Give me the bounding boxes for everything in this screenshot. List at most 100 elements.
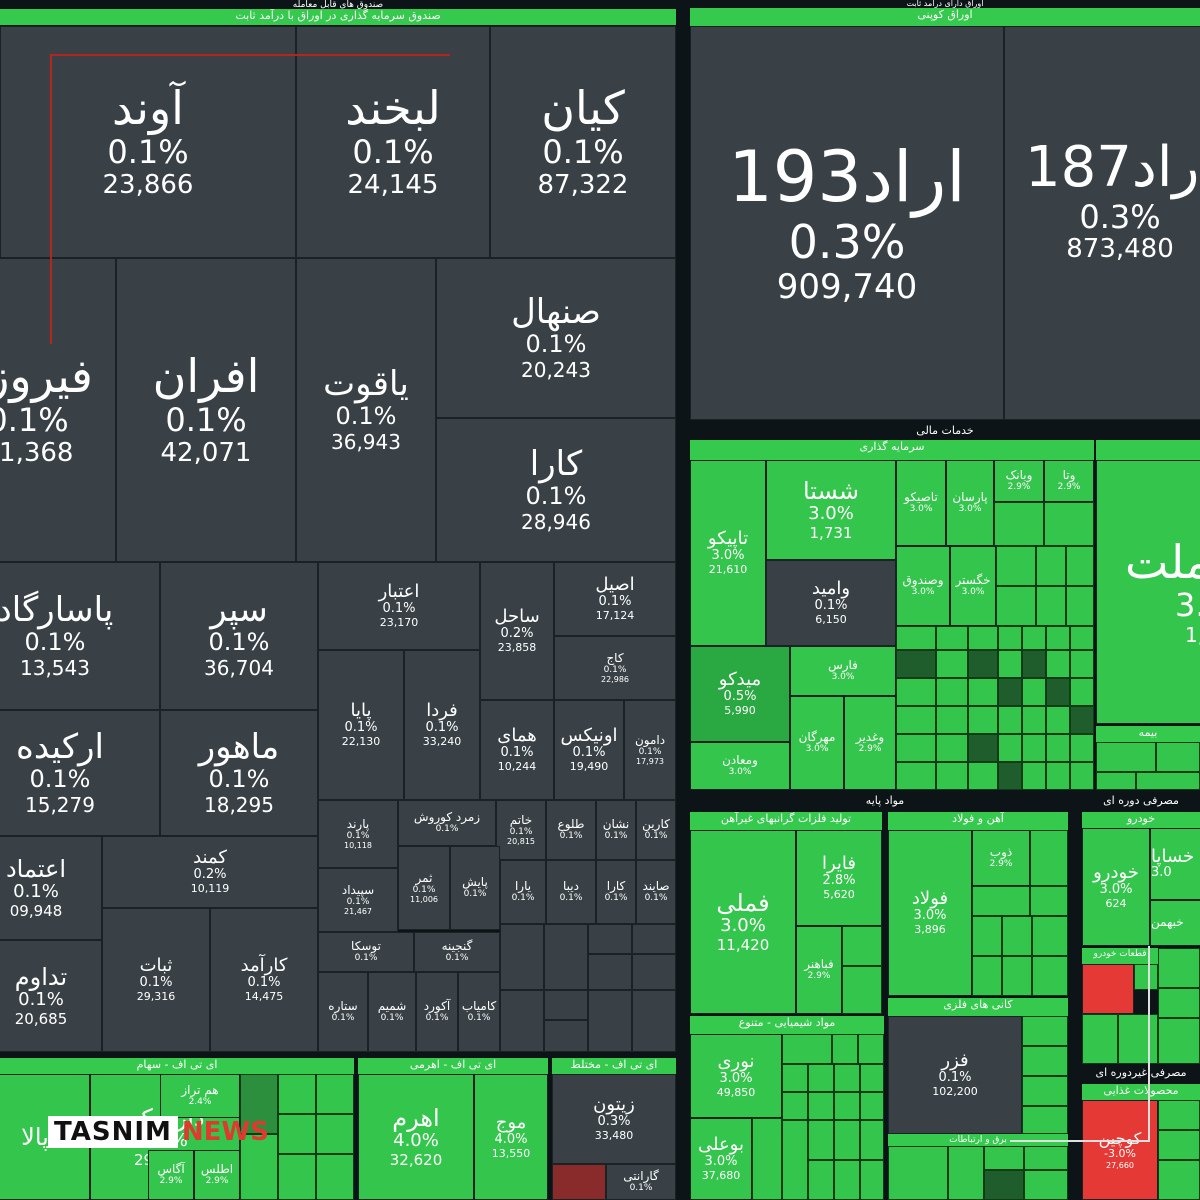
tile-khgostar[interactable]: خگستر 3.0% xyxy=(950,546,996,626)
tile-small[interactable] xyxy=(316,1154,354,1200)
tile-small[interactable] xyxy=(936,650,968,678)
tile-small[interactable] xyxy=(998,650,1022,678)
tile-small[interactable] xyxy=(896,626,936,650)
tile-karaa[interactable]: کارا 0.1% xyxy=(596,860,636,924)
tile-small[interactable] xyxy=(896,706,936,734)
tile-zeitoon[interactable]: زیتون 0.3% 33,480 xyxy=(552,1074,676,1164)
tile-small[interactable] xyxy=(1030,886,1068,916)
tile-small[interactable] xyxy=(1046,706,1070,734)
tile-small[interactable] xyxy=(1044,502,1094,546)
tile-small[interactable] xyxy=(1022,762,1046,790)
tile-small[interactable] xyxy=(1156,742,1200,772)
etf-mixed-header[interactable]: ای تی اف - مختلط xyxy=(552,1058,676,1074)
etf-leveraged-header[interactable]: ای تی اف - اهرمی xyxy=(358,1058,548,1074)
tile-pala[interactable]: پالا xyxy=(0,1074,90,1200)
tile-small[interactable] xyxy=(588,954,632,990)
tile-small[interactable] xyxy=(968,706,998,734)
tile-small[interactable] xyxy=(860,1160,884,1200)
tile-small[interactable] xyxy=(896,762,936,790)
tile-small[interactable] xyxy=(996,586,1036,626)
tile-small[interactable] xyxy=(996,546,1036,586)
tile-parsan[interactable]: پارسان 3.0% xyxy=(946,460,994,546)
tile-neshan[interactable]: نشان 0.1% xyxy=(596,800,636,860)
tile-pasargad[interactable]: پاسارگاد 0.1% 13,543 xyxy=(0,562,160,710)
tile-small[interactable] xyxy=(808,1092,834,1120)
tile-small[interactable] xyxy=(972,956,1002,996)
tile-small[interactable] xyxy=(1024,1170,1068,1200)
tile-zob[interactable]: ذوب 2.9% xyxy=(972,830,1030,886)
tile-small[interactable] xyxy=(998,678,1022,706)
tile-etebar[interactable]: اعتبار 0.1% 23,170 xyxy=(318,562,480,650)
tile-hamtaraz[interactable]: هم تراز 2.4% xyxy=(160,1074,240,1118)
electronics-header[interactable]: برق و ارتباطات xyxy=(888,1134,1068,1146)
tile-small[interactable] xyxy=(860,1064,884,1092)
tile-small[interactable] xyxy=(316,1114,354,1154)
tile-small[interactable] xyxy=(1066,546,1094,586)
tile-small[interactable] xyxy=(968,626,998,650)
tile-small[interactable] xyxy=(1046,650,1070,678)
tile-small[interactable] xyxy=(278,1074,316,1114)
etf-equity-header[interactable]: ای تی اف - سهام xyxy=(0,1058,354,1074)
tile-samar[interactable]: ثمر 0.1% 11,006 xyxy=(398,846,450,930)
tile-small[interactable] xyxy=(998,762,1022,790)
tile-small[interactable] xyxy=(1030,830,1068,886)
tile-small[interactable] xyxy=(1082,1014,1118,1064)
tile-small[interactable] xyxy=(936,678,968,706)
tile-small[interactable] xyxy=(860,1092,884,1120)
tile-small[interactable] xyxy=(1070,626,1094,650)
tile-small[interactable] xyxy=(1036,546,1066,586)
tile-small[interactable] xyxy=(984,1170,1024,1200)
tile-small[interactable] xyxy=(588,924,632,954)
tile-bouali[interactable]: بوعلی 3.0% 37,680 xyxy=(690,1118,752,1200)
tile-afran[interactable]: افران 0.1% 42,071 xyxy=(116,258,296,562)
tile-small[interactable] xyxy=(842,926,882,966)
tile-avand[interactable]: آوند 0.1% 23,866 xyxy=(0,26,296,258)
tile-diba[interactable]: دیبا 0.1% xyxy=(546,860,596,924)
tile-akord[interactable]: آکورد 0.1% xyxy=(416,972,458,1052)
tile-small[interactable] xyxy=(834,1160,860,1200)
tile-small[interactable] xyxy=(1096,772,1136,790)
tile-small[interactable] xyxy=(896,734,936,762)
tile-small[interactable] xyxy=(278,1154,316,1200)
banks-header[interactable] xyxy=(1096,440,1200,460)
tile-small[interactable] xyxy=(842,966,882,1014)
tile-small[interactable] xyxy=(936,734,968,762)
tile-damoon[interactable]: دامون 0.1% 17,973 xyxy=(624,700,676,800)
tile-small[interactable] xyxy=(782,1092,808,1120)
tile-tapico[interactable]: تاپیکو 3.0% 21,610 xyxy=(690,460,766,646)
tile-sepidar[interactable]: سپیداد 0.1% 21,467 xyxy=(318,868,398,932)
tile-fabahor[interactable]: فباهنر 2.9% xyxy=(796,926,842,1014)
tile-arad187[interactable]: اراد187 0.3% 873,480 xyxy=(1004,26,1200,420)
tile-small[interactable] xyxy=(1046,626,1070,650)
tile-tooska[interactable]: توسکا 0.1% xyxy=(318,932,414,972)
tile-kian[interactable]: کیان 0.1% 87,322 xyxy=(490,26,676,258)
tile-small[interactable] xyxy=(544,990,588,1020)
tile-small[interactable] xyxy=(1002,916,1032,956)
tile-small[interactable] xyxy=(860,1120,884,1160)
tile-small[interactable] xyxy=(1158,988,1200,1018)
tile-parand[interactable]: پارند 0.1% 10,118 xyxy=(318,800,398,868)
tile-orkideh[interactable]: ارکیده 0.1% 15,279 xyxy=(0,710,160,836)
tile-small[interactable] xyxy=(1158,1100,1200,1130)
tile-small[interactable] xyxy=(968,734,998,762)
tile-arad193[interactable]: اراد193 0.3% 909,740 xyxy=(690,26,1004,420)
tile-faira[interactable]: فایرا 2.8% 5,620 xyxy=(796,830,882,926)
tile-small[interactable] xyxy=(1046,678,1070,706)
tile-small[interactable] xyxy=(1134,964,1158,990)
tile-small[interactable] xyxy=(936,762,968,790)
tile-khodro[interactable]: خودرو 3.0% 624 xyxy=(1082,828,1150,946)
tile-vsanduq[interactable]: وصندوق 3.0% xyxy=(896,546,950,626)
tile-small[interactable] xyxy=(998,626,1022,650)
tile-garanti[interactable]: گارانتی 0.1% xyxy=(606,1164,676,1200)
tile-labkhand[interactable]: لبخند 0.1% 24,145 xyxy=(296,26,490,258)
tile-small[interactable] xyxy=(1158,1160,1200,1200)
tile-small[interactable] xyxy=(1022,1076,1068,1106)
tile-vbank[interactable]: وبانک 2.9% xyxy=(994,460,1044,502)
tile-small[interactable] xyxy=(240,1074,278,1134)
tile-kamyab[interactable]: کامیاب 0.1% xyxy=(458,972,500,1052)
automotive-header[interactable]: خودرو xyxy=(1082,812,1200,828)
tile-small[interactable] xyxy=(1070,762,1094,790)
tile-small[interactable] xyxy=(808,1064,834,1092)
base-materials-header[interactable]: مواد پایه xyxy=(865,794,905,807)
tile-kamand[interactable]: کمند 0.2% 10,119 xyxy=(102,836,318,908)
